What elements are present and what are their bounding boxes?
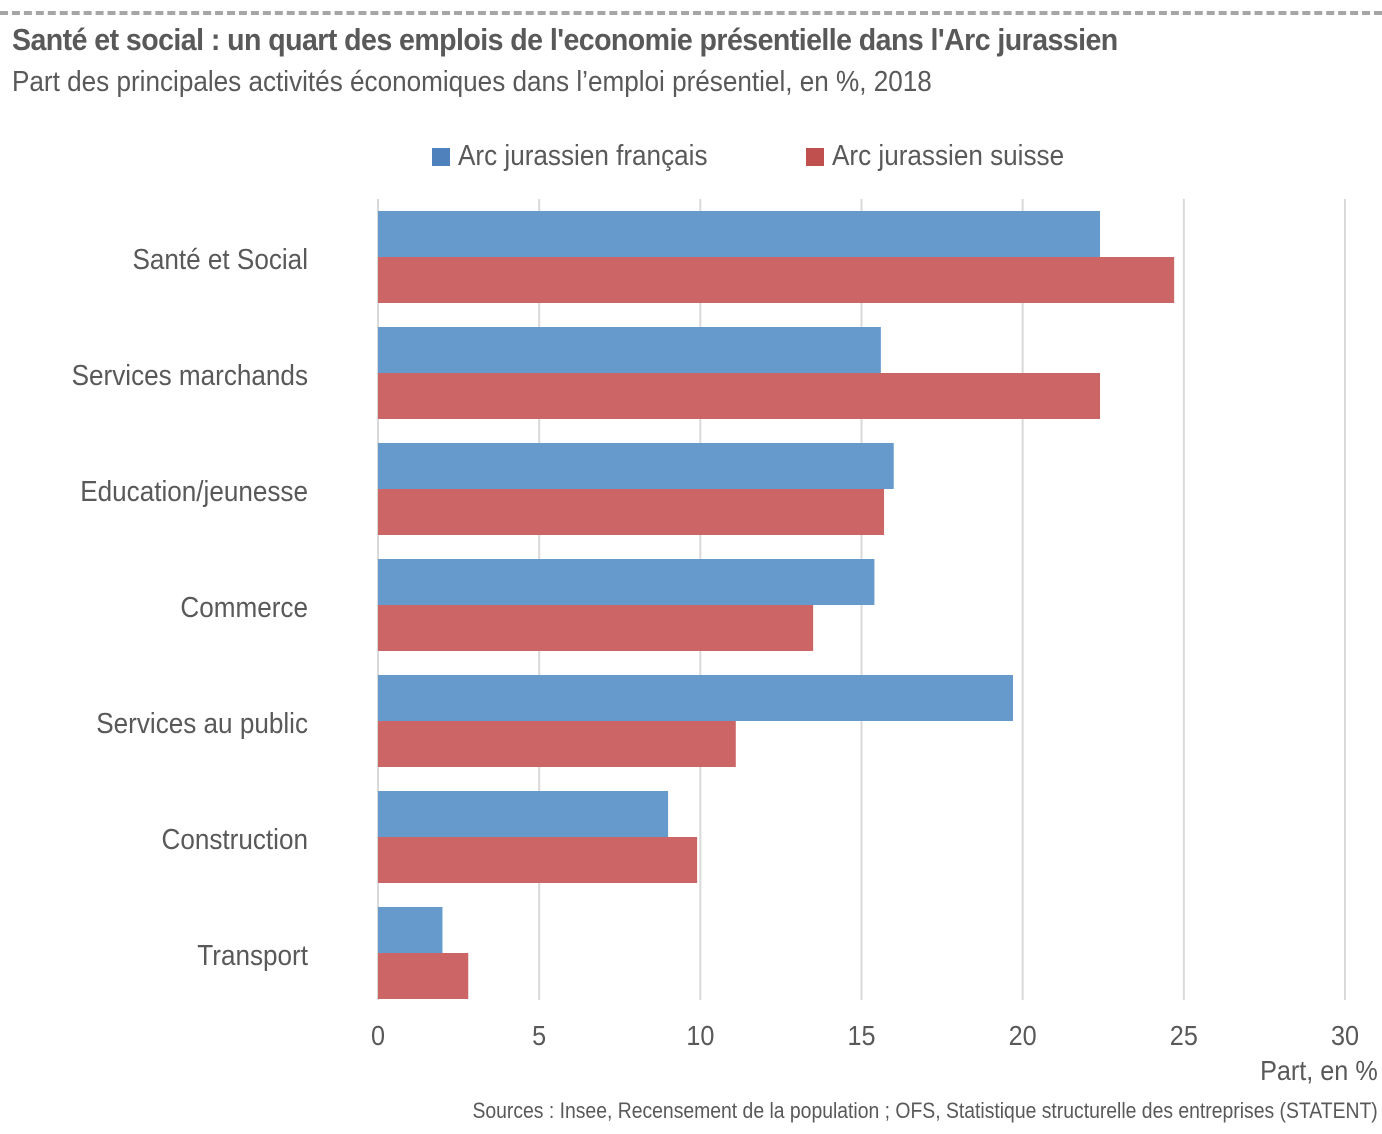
x-tick-label: 30	[1331, 1020, 1359, 1052]
bar-ch	[378, 837, 698, 883]
bar-fr	[378, 211, 1101, 257]
category-label: Services marchands	[72, 359, 308, 392]
x-tick-label: 20	[1009, 1020, 1037, 1052]
category-label: Services au public	[96, 707, 308, 740]
legend-label-fr: Arc jurassien français	[458, 140, 708, 172]
legend-swatch-fr	[432, 147, 450, 166]
bar-fr	[378, 443, 894, 489]
source-note: Sources : Insee, Recensement de la popul…	[472, 1098, 1378, 1123]
category-label: Education/jeunesse	[80, 475, 308, 508]
bar-fr	[378, 907, 443, 953]
category-label: Santé et Social	[132, 243, 308, 276]
x-tick-label: 15	[847, 1020, 875, 1052]
x-tick-label: 0	[371, 1020, 385, 1052]
legend-label-ch: Arc jurassien suisse	[832, 140, 1065, 172]
legend: Arc jurassien français Arc jurassien sui…	[0, 140, 1382, 180]
chart-subtitle: Part des principales activités économiqu…	[12, 66, 932, 98]
bar-fr	[378, 791, 669, 837]
bar-ch	[378, 489, 885, 535]
x-tick-label: 10	[686, 1020, 714, 1052]
bar-ch	[378, 721, 736, 767]
x-axis-title: Part, en %	[1260, 1055, 1378, 1086]
bar-fr	[378, 675, 1013, 721]
bar-ch	[378, 257, 1175, 303]
x-tick-label: 25	[1170, 1020, 1198, 1052]
chart-title: Santé et social : un quart des emplois d…	[12, 22, 1118, 57]
x-tick-label: 5	[532, 1020, 546, 1052]
legend-item-fr: Arc jurassien français	[432, 140, 735, 173]
bar-ch	[378, 953, 469, 999]
bar-fr	[378, 559, 875, 605]
bar-ch	[378, 605, 814, 651]
category-label: Transport	[197, 939, 308, 972]
bar-ch	[378, 373, 1101, 419]
top-dashed-rule	[0, 11, 1382, 15]
category-label: Construction	[162, 823, 308, 856]
category-label: Commerce	[180, 591, 308, 624]
legend-item-ch: Arc jurassien suisse	[806, 140, 1090, 173]
legend-swatch-ch	[806, 147, 824, 166]
bar-fr	[378, 327, 881, 373]
